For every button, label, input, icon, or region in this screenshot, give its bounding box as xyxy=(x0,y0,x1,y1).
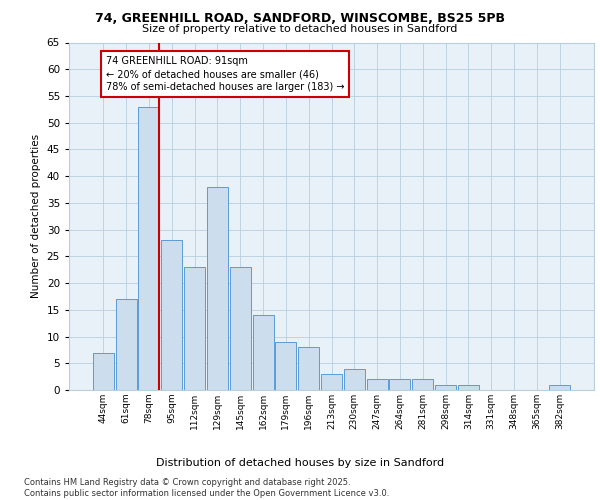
Bar xyxy=(412,380,433,390)
Bar xyxy=(116,299,137,390)
Y-axis label: Number of detached properties: Number of detached properties xyxy=(31,134,41,298)
Bar xyxy=(549,384,570,390)
Bar xyxy=(321,374,342,390)
Bar xyxy=(435,384,456,390)
Text: 74, GREENHILL ROAD, SANDFORD, WINSCOMBE, BS25 5PB: 74, GREENHILL ROAD, SANDFORD, WINSCOMBE,… xyxy=(95,12,505,26)
Bar xyxy=(458,384,479,390)
Bar xyxy=(367,380,388,390)
Bar xyxy=(344,368,365,390)
Bar xyxy=(184,267,205,390)
Bar xyxy=(93,352,114,390)
Bar xyxy=(275,342,296,390)
Bar xyxy=(298,347,319,390)
Text: Contains HM Land Registry data © Crown copyright and database right 2025.
Contai: Contains HM Land Registry data © Crown c… xyxy=(24,478,389,498)
Text: Size of property relative to detached houses in Sandford: Size of property relative to detached ho… xyxy=(142,24,458,34)
Bar xyxy=(230,267,251,390)
Bar xyxy=(207,187,228,390)
Text: Distribution of detached houses by size in Sandford: Distribution of detached houses by size … xyxy=(156,458,444,468)
Bar xyxy=(139,106,160,390)
Bar xyxy=(389,380,410,390)
Text: 74 GREENHILL ROAD: 91sqm
← 20% of detached houses are smaller (46)
78% of semi-d: 74 GREENHILL ROAD: 91sqm ← 20% of detach… xyxy=(106,56,344,92)
Bar xyxy=(161,240,182,390)
Bar xyxy=(253,315,274,390)
